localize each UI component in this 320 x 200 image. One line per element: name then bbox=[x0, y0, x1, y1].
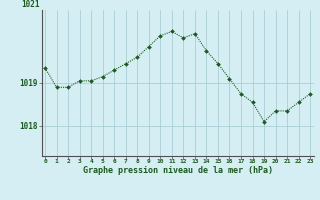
Text: 1021: 1021 bbox=[21, 0, 40, 9]
X-axis label: Graphe pression niveau de la mer (hPa): Graphe pression niveau de la mer (hPa) bbox=[83, 166, 273, 175]
